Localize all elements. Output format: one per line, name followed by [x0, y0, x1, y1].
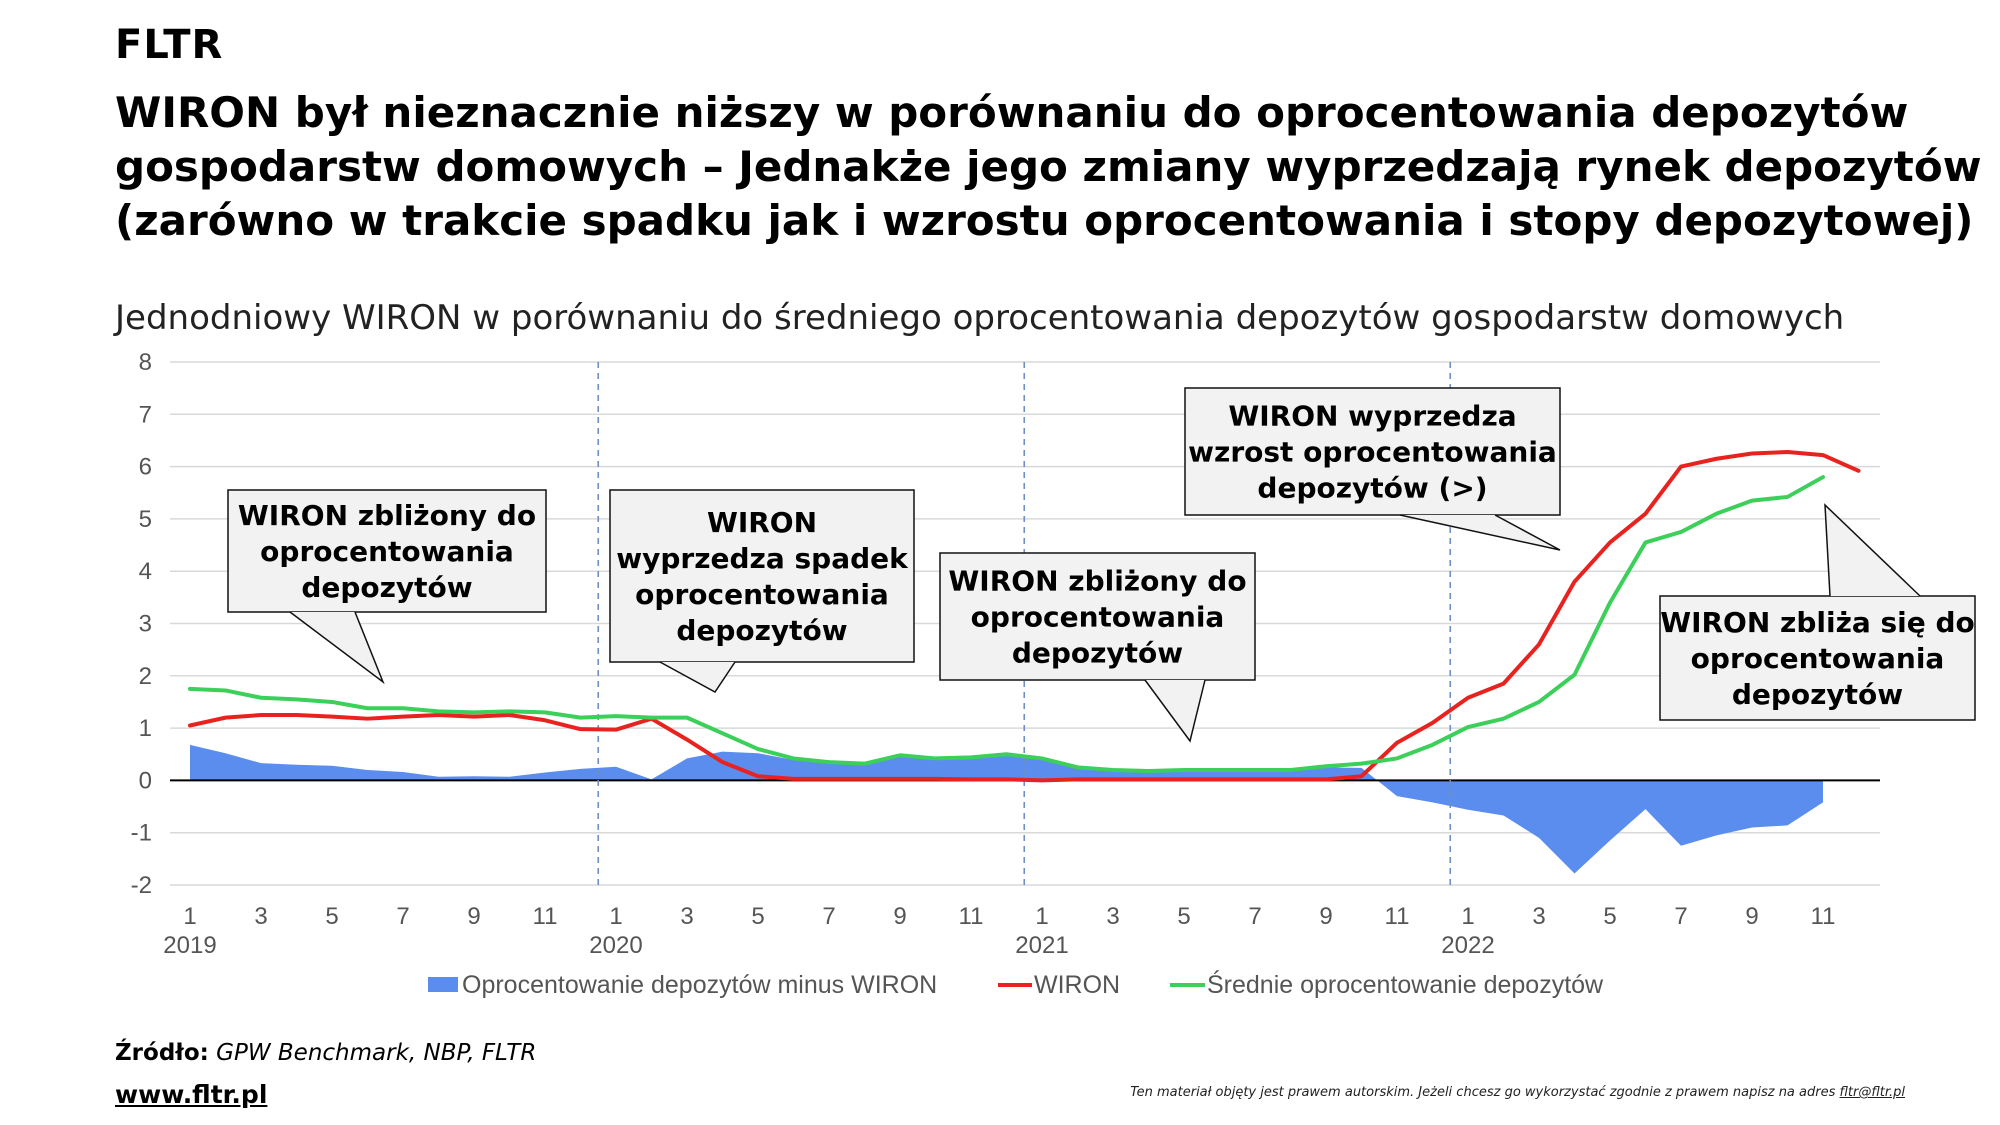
copyright-email[interactable]: fltr@fltr.pl	[1839, 1085, 1905, 1100]
x-tick-label: 3	[680, 903, 693, 930]
callout-tail	[1144, 679, 1206, 743]
y-tick-label: 6	[139, 454, 152, 481]
callout-tail-fill	[1145, 680, 1205, 741]
x-tick-label: 3	[254, 903, 267, 930]
spread-area-series	[190, 744, 1823, 874]
source-label: Źródło:	[115, 1040, 209, 1066]
x-tick-label: 1	[609, 903, 622, 930]
legend-label-wiron: WIRON	[1034, 971, 1120, 999]
legend-swatch-spread	[428, 977, 458, 992]
headline-line-1: WIRON był nieznacznie niższy w porównani…	[115, 88, 1909, 137]
x-tick-label: 7	[822, 903, 835, 930]
legend-label-spread: Oprocentowanie depozytów minus WIRON	[462, 971, 937, 999]
brand-logo: FLTR	[115, 22, 224, 68]
callout-tail-fill	[660, 662, 735, 692]
callout-text-line: oprocentowania	[635, 578, 889, 611]
source-note: Źródło: GPW Benchmark, NBP, FLTR	[115, 1040, 536, 1066]
callout-tail	[659, 661, 736, 693]
callout-text-line: depozytów	[676, 614, 847, 647]
y-tick-label: 4	[139, 558, 152, 585]
callouts: WIRON zbliżony dooprocentowaniadepozytów…	[227, 387, 1976, 743]
x-tick-label: 11	[959, 903, 984, 930]
callout-text-line: depozytów	[301, 571, 472, 604]
callout-box	[939, 552, 1256, 681]
copyright-text: Ten materiał objęty jest prawem autorski…	[1130, 1085, 1836, 1100]
line-series	[188, 449, 1861, 783]
callout-text-line: oprocentowania	[260, 535, 514, 568]
x-tick-label: 7	[1248, 903, 1261, 930]
callout-text-line: wyprzedza spadek	[616, 542, 909, 575]
callout-box	[1659, 595, 1976, 721]
copyright-note: Ten materiał objęty jest prawem autorski…	[1130, 1085, 1905, 1100]
x-tick-label: 9	[1745, 903, 1758, 930]
x-year-label: 2020	[589, 932, 642, 959]
headline-line-3: (zarówno w trakcie spadku jak i wzrostu …	[115, 196, 1974, 245]
x-tick-label: 11	[1385, 903, 1410, 930]
x-year-label: 2019	[163, 932, 216, 959]
x-tick-label: 9	[467, 903, 480, 930]
x-tick-label: 7	[396, 903, 409, 930]
callout-text-line: depozytów	[1012, 637, 1183, 670]
y-tick-label: 1	[139, 715, 152, 742]
y-tick-label: 5	[139, 506, 152, 533]
x-tick-label: 1	[1035, 903, 1048, 930]
callout-text-line: WIRON zbliżony do	[238, 499, 536, 532]
x-tick-label: 11	[1811, 903, 1836, 930]
callout-box	[609, 489, 915, 663]
callout-text-line: oprocentowania	[971, 601, 1225, 634]
x-tick-label: 9	[893, 903, 906, 930]
x-tick-label: 5	[751, 903, 764, 930]
headline: WIRON był nieznacznie niższy w porównani…	[115, 86, 1982, 248]
callout-tail	[1399, 514, 1561, 551]
legend: Oprocentowanie depozytów minus WIRON WIRO…	[428, 969, 1604, 999]
x-tick-label: 3	[1106, 903, 1119, 930]
callout-text-line: depozytów (>)	[1257, 472, 1487, 505]
x-tick-label: 1	[1461, 903, 1474, 930]
avg-deposit-line	[188, 475, 1825, 773]
callout-text-line: WIRON	[707, 506, 817, 539]
spread-area	[190, 744, 1823, 874]
x-tick-label: 7	[1674, 903, 1687, 930]
y-tick-label: 0	[139, 767, 152, 794]
callout-text-line: oprocentowania	[1691, 642, 1945, 675]
x-tick-label: 11	[533, 903, 558, 930]
y-tick-label: 3	[139, 611, 152, 638]
callout-text-line: WIRON wyprzedza	[1228, 400, 1516, 433]
y-tick-label: -1	[131, 820, 152, 847]
callout-text-line: wzrost oprocentowania	[1188, 436, 1557, 469]
callout-c5: WIRON zbliża się dooprocentowaniadepozyt…	[1659, 503, 1976, 721]
headline-line-2: gospodarstw domowych – Jednakże jego zmi…	[115, 142, 1982, 191]
x-year-label: 2022	[1441, 932, 1494, 959]
x-tick-label: 5	[325, 903, 338, 930]
chart-title: Jednodniowy WIRON w porównaniu do średni…	[115, 298, 1845, 338]
callout-tail	[1824, 503, 1921, 597]
x-tick-label: 3	[1532, 903, 1545, 930]
source-value: GPW Benchmark, NBP, FLTR	[216, 1040, 537, 1066]
y-tick-label: 8	[139, 349, 152, 376]
wiron-line	[188, 449, 1861, 783]
callout-text-line: WIRON zbliżony do	[948, 565, 1246, 598]
callout-text-line: WIRON zbliża się do	[1660, 606, 1975, 639]
callout-text-line: depozytów	[1732, 678, 1903, 711]
x-tick-label: 9	[1319, 903, 1332, 930]
x-tick-label: 5	[1603, 903, 1616, 930]
callout-tail	[289, 611, 385, 685]
y-tick-label: -2	[131, 872, 152, 899]
website-link[interactable]: www.fltr.pl	[115, 1080, 268, 1109]
y-tick-label: 2	[139, 663, 152, 690]
x-tick-label: 1	[183, 903, 196, 930]
x-year-label: 2021	[1015, 932, 1068, 959]
legend-label-avg: Średnie oprocentowanie depozytów	[1207, 969, 1604, 999]
callout-box	[1184, 387, 1561, 516]
callout-box	[227, 489, 547, 613]
y-axis-ticks: 8 7 6 5 4 3 2 1 0 -1 -2	[131, 349, 152, 899]
x-tick-label: 5	[1177, 903, 1190, 930]
y-tick-label: 7	[139, 401, 152, 428]
